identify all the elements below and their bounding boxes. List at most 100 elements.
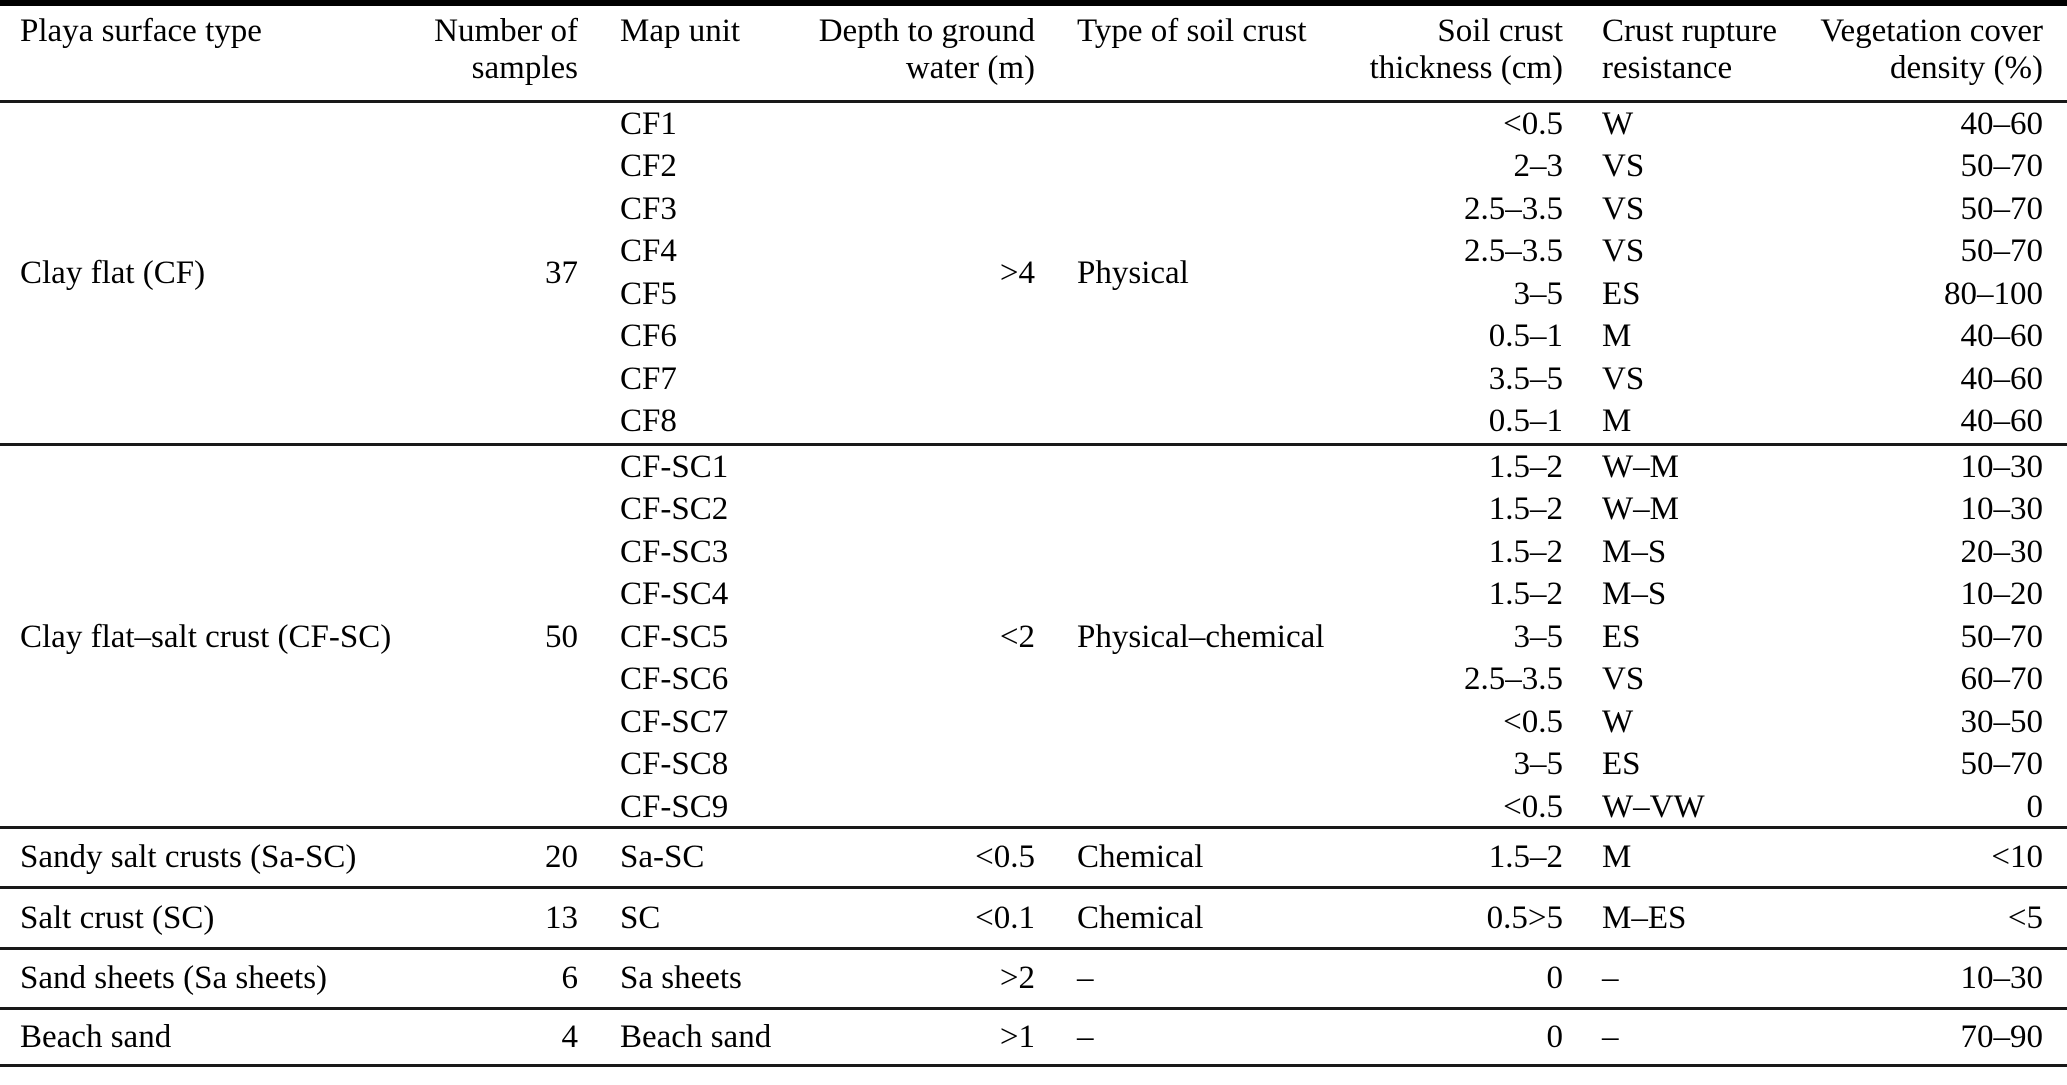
table-header-row: Playa surface type Number of samples Map… bbox=[0, 6, 2067, 103]
thickness-item: <0.5 bbox=[1503, 703, 1563, 740]
vegetation-cover-item: 0 bbox=[2026, 788, 2044, 825]
vegetation-cover-item: 50–70 bbox=[1960, 746, 2044, 783]
map-unit-item: CF-SC1 bbox=[620, 448, 729, 485]
soil-crust-type-cell: Physical bbox=[1077, 254, 1189, 291]
column-header-number-of-samples: Number of samples bbox=[434, 13, 578, 86]
vegetation-cover-item: 50–70 bbox=[1960, 148, 2044, 185]
thickness-item: 2–3 bbox=[1513, 148, 1564, 185]
soil-crust-type-cell: Chemical bbox=[1077, 839, 1204, 875]
depth-to-ground-water-cell: <2 bbox=[999, 618, 1035, 655]
rupture-resistance-item: VS bbox=[1602, 661, 1645, 698]
soil-crust-type-cell: Chemical bbox=[1077, 899, 1204, 936]
rupture-resistance-item: VS bbox=[1602, 233, 1645, 270]
soil-crust-type-cell: Physical–chemical bbox=[1077, 618, 1325, 655]
thickness-item: 0.5>5 bbox=[1486, 899, 1563, 936]
map-unit-item: Beach sand bbox=[620, 1018, 772, 1055]
rupture-resistance-item: VS bbox=[1602, 148, 1645, 185]
vegetation-cover-item: 10–30 bbox=[1960, 960, 2044, 996]
map-unit-item: CF5 bbox=[620, 275, 677, 312]
map-unit-item: CF-SC3 bbox=[620, 533, 729, 570]
vegetation-cover-item: <10 bbox=[1991, 839, 2043, 875]
map-unit-list: CF-SC1 CF-SC2 CF-SC3 CF-SC4 CF-SC5 CF-SC… bbox=[578, 446, 850, 829]
rupture-resistance-item: W bbox=[1602, 105, 1634, 142]
rupture-resistance-list: M–ES bbox=[1563, 889, 1850, 947]
map-unit-item: CF6 bbox=[620, 318, 677, 355]
rupture-resistance-item: M–S bbox=[1602, 576, 1667, 613]
vegetation-cover-list: <10 bbox=[1850, 829, 2067, 886]
rupture-resistance-list: – bbox=[1563, 1010, 1850, 1064]
thickness-item: 3–5 bbox=[1513, 275, 1564, 312]
map-unit-item: CF-SC4 bbox=[620, 576, 729, 613]
depth-to-ground-water-cell: >2 bbox=[999, 960, 1035, 996]
surface-type-cell: Sand sheets (Sa sheets) bbox=[20, 960, 328, 996]
map-unit-item: CF-SC7 bbox=[620, 703, 729, 740]
thickness-item: <0.5 bbox=[1503, 788, 1563, 825]
vegetation-cover-list: 40–60 50–70 50–70 50–70 80–100 40–60 40–… bbox=[1850, 103, 2067, 443]
map-unit-item: CF3 bbox=[620, 190, 677, 227]
samples-count-cell: 13 bbox=[545, 899, 578, 936]
rupture-resistance-item: M–S bbox=[1602, 533, 1667, 570]
thickness-list: 0.5>5 bbox=[1380, 889, 1563, 947]
row-group-beach-sand: Beach sand 4 Beach sand >1 – 0 – 70–90 bbox=[0, 1007, 2067, 1064]
map-unit-list: Sa-SC bbox=[578, 829, 850, 886]
rupture-resistance-item: W bbox=[1602, 703, 1634, 740]
samples-count-cell: 37 bbox=[545, 254, 578, 291]
samples-count-cell: 4 bbox=[561, 1018, 579, 1055]
vegetation-cover-item: 50–70 bbox=[1960, 190, 2044, 227]
depth-to-ground-water-cell: <0.5 bbox=[975, 839, 1035, 875]
map-unit-item: CF-SC2 bbox=[620, 491, 729, 528]
vegetation-cover-item: 50–70 bbox=[1960, 233, 2044, 270]
vegetation-cover-item: 10–20 bbox=[1960, 576, 2044, 613]
column-header-map-unit: Map unit bbox=[620, 13, 741, 49]
thickness-list: 0 bbox=[1380, 950, 1564, 1007]
map-unit-item: CF7 bbox=[620, 360, 677, 397]
vegetation-cover-item: 70–90 bbox=[1960, 1018, 2044, 1055]
thickness-item: 0 bbox=[1546, 960, 1564, 996]
vegetation-cover-item: 40–60 bbox=[1960, 403, 2044, 440]
vegetation-cover-item: 60–70 bbox=[1960, 661, 2044, 698]
rupture-resistance-list: W–M W–M M–S M–S ES VS W ES W–VW bbox=[1563, 446, 1850, 829]
rupture-resistance-item: W–M bbox=[1602, 491, 1679, 528]
vegetation-cover-item: 20–30 bbox=[1960, 533, 2044, 570]
rupture-resistance-item: ES bbox=[1602, 275, 1641, 312]
column-header-vegetation-cover-density: Vegetation cover density (%) bbox=[1820, 13, 2043, 86]
map-unit-item: CF-SC5 bbox=[620, 618, 729, 655]
thickness-item: 2.5–3.5 bbox=[1464, 661, 1563, 698]
rupture-resistance-item: ES bbox=[1602, 618, 1641, 655]
column-header-depth-to-ground-water: Depth to ground water (m) bbox=[818, 13, 1035, 86]
samples-count-cell: 50 bbox=[545, 618, 578, 655]
rupture-resistance-list: W VS VS VS ES M VS M bbox=[1563, 103, 1850, 443]
thickness-item: 1.5–2 bbox=[1488, 491, 1563, 528]
thickness-item: 3–5 bbox=[1513, 618, 1564, 655]
map-unit-item: CF-SC8 bbox=[620, 746, 729, 783]
map-unit-list: Beach sand bbox=[578, 1010, 850, 1064]
rupture-resistance-item: M bbox=[1602, 839, 1632, 875]
samples-count-cell: 6 bbox=[561, 960, 579, 996]
thickness-item: 1.5–2 bbox=[1488, 576, 1563, 613]
vegetation-cover-item: 40–60 bbox=[1960, 360, 2044, 397]
column-header-crust-rupture-resistance: Crust rupture resistance bbox=[1602, 13, 1778, 86]
map-unit-list: SC bbox=[578, 889, 850, 947]
column-header-type-of-soil-crust: Type of soil crust bbox=[1077, 13, 1307, 49]
vegetation-cover-item: 40–60 bbox=[1960, 105, 2044, 142]
thickness-item: 0 bbox=[1546, 1018, 1564, 1055]
rupture-resistance-item: – bbox=[1602, 960, 1619, 996]
surface-type-cell: Beach sand bbox=[20, 1018, 172, 1055]
samples-count-cell: 20 bbox=[545, 839, 578, 875]
thickness-item: 0.5–1 bbox=[1488, 318, 1563, 355]
map-unit-item: CF-SC9 bbox=[620, 788, 729, 825]
vegetation-cover-item: 80–100 bbox=[1944, 275, 2043, 312]
surface-type-cell: Salt crust (SC) bbox=[20, 899, 215, 936]
rupture-resistance-item: – bbox=[1602, 1018, 1619, 1055]
thickness-item: 1.5–2 bbox=[1488, 448, 1563, 485]
vegetation-cover-item: 40–60 bbox=[1960, 318, 2044, 355]
thickness-item: 0.5–1 bbox=[1488, 403, 1563, 440]
vegetation-cover-list: 10–30 10–30 20–30 10–20 50–70 60–70 30–5… bbox=[1850, 446, 2067, 829]
column-header-soil-crust-thickness: Soil crust thickness (cm) bbox=[1369, 13, 1563, 86]
thickness-list: 0 bbox=[1380, 1010, 1564, 1064]
depth-to-ground-water-cell: >4 bbox=[999, 254, 1035, 291]
rupture-resistance-item: M bbox=[1602, 318, 1632, 355]
rupture-resistance-list: M bbox=[1563, 829, 1850, 886]
row-group-clay-flat: Clay flat (CF) 37 CF1 CF2 CF3 CF4 CF5 CF… bbox=[0, 103, 2067, 443]
